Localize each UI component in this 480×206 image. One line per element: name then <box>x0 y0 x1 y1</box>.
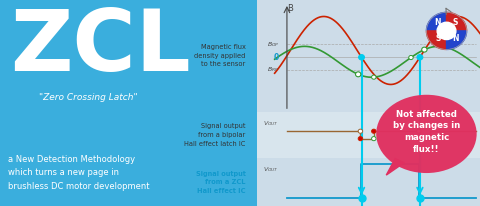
Circle shape <box>409 55 413 60</box>
Text: $B_{RP}$: $B_{RP}$ <box>267 65 279 74</box>
Text: S: S <box>453 18 458 27</box>
Circle shape <box>428 137 432 141</box>
Circle shape <box>417 129 421 133</box>
Text: N: N <box>434 18 441 27</box>
Text: Signal output
from a bipolar
Hall effect latch IC: Signal output from a bipolar Hall effect… <box>184 123 246 147</box>
Bar <box>257 158 480 206</box>
Circle shape <box>372 75 376 79</box>
Circle shape <box>358 129 363 133</box>
Text: "Zero Crossing Latch": "Zero Crossing Latch" <box>38 93 137 102</box>
Text: Signal output
from a ZCL
Hall effect IC: Signal output from a ZCL Hall effect IC <box>196 171 246 194</box>
Text: N: N <box>452 34 458 43</box>
Circle shape <box>417 55 423 60</box>
Text: 0: 0 <box>274 53 279 62</box>
Text: Not affected
by changes in
magnetic
flux!!: Not affected by changes in magnetic flux… <box>393 110 460 154</box>
Text: ZCL: ZCL <box>10 6 191 89</box>
Text: $V_{OUT}$: $V_{OUT}$ <box>263 119 279 128</box>
Text: $V_{OUT}$: $V_{OUT}$ <box>263 165 279 174</box>
Wedge shape <box>426 12 446 31</box>
Circle shape <box>358 137 363 141</box>
Bar <box>257 112 480 158</box>
Text: a New Detection Methodology
which turns a new page in
brushless DC motor develop: a New Detection Methodology which turns … <box>8 154 149 191</box>
Text: B: B <box>288 4 293 13</box>
Circle shape <box>417 137 421 141</box>
Circle shape <box>422 47 427 52</box>
Ellipse shape <box>376 95 477 173</box>
Circle shape <box>356 72 361 77</box>
Text: S: S <box>435 34 441 43</box>
Wedge shape <box>426 31 446 49</box>
Circle shape <box>437 22 456 40</box>
Circle shape <box>359 55 364 60</box>
Circle shape <box>372 137 376 141</box>
Wedge shape <box>446 31 467 49</box>
Bar <box>257 0 480 112</box>
Text: Magnetic flux
density applied
to the sensor: Magnetic flux density applied to the sen… <box>194 44 246 67</box>
Polygon shape <box>386 159 404 175</box>
Circle shape <box>372 129 376 133</box>
Wedge shape <box>446 12 467 31</box>
Text: $B_{OP}$: $B_{OP}$ <box>267 40 279 49</box>
